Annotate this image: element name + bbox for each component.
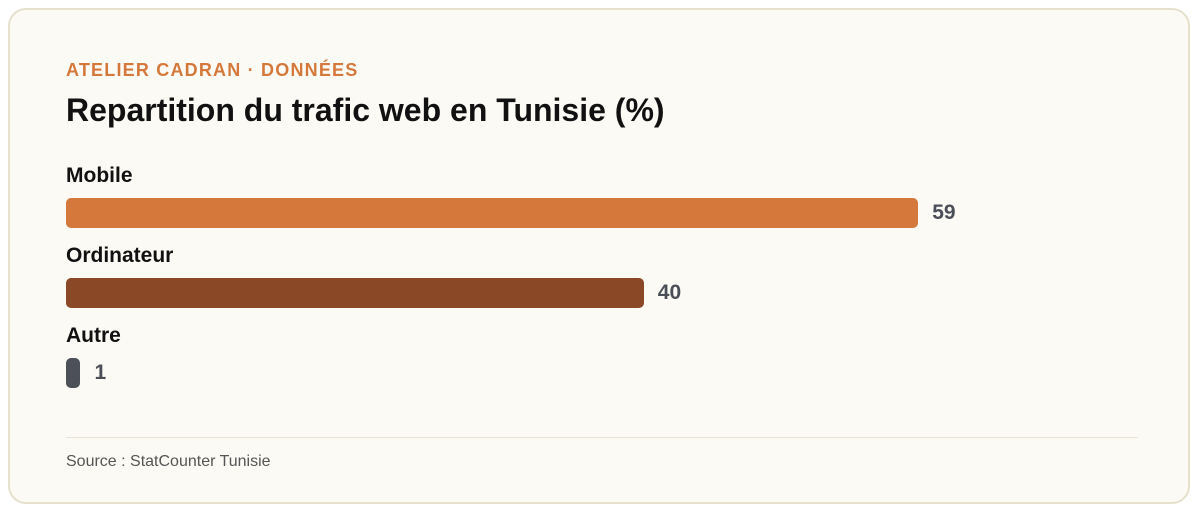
bar-list: Mobile 59 Ordinateur 40 Autre 1 [66, 160, 1138, 400]
category-label: Ordinateur [66, 244, 174, 267]
bar-row: Mobile 59 [66, 160, 1138, 240]
value-label: 40 [657, 281, 682, 304]
value-label: 1 [94, 361, 107, 384]
chart-title: Repartition du trafic web en Tunisie (%) [66, 92, 665, 128]
source: Source : StatCounter Tunisie [66, 453, 271, 470]
kicker: ATELIER CADRAN · DONNÉES [66, 60, 359, 80]
bar [66, 278, 644, 308]
bar [66, 198, 919, 228]
bar [66, 358, 81, 388]
bar-row: Ordinateur 40 [66, 240, 1138, 320]
card: ATELIER CADRAN · DONNÉES Repartition du … [8, 8, 1190, 504]
category-label: Autre [66, 324, 121, 347]
divider [66, 437, 1138, 438]
value-label: 59 [932, 201, 956, 224]
bar-row: Autre 1 [66, 320, 1138, 400]
category-label: Mobile [66, 164, 133, 187]
